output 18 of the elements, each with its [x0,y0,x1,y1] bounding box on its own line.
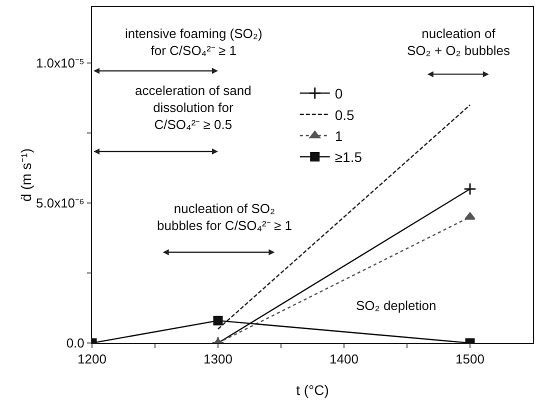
x-tick-label: 1400 [330,352,358,367]
annotation: intensive foaming (SO₂) for C/SO₄²⁻ ≥ 1 [125,26,262,58]
x-axis-title: t (°C) [296,382,329,398]
annotation: nucleation of SO₂ + O₂ bubbles [407,26,510,58]
x-tick-label: 1500 [456,352,484,367]
y-tick-label: 0.0 [66,336,84,351]
x-tick-label: 1200 [78,352,106,367]
y-tick-label: 1.0x10⁻⁵ [36,56,84,71]
legend-label: 0.5 [334,106,355,123]
annotation: SO₂ depletion [356,298,436,313]
x-tick-label: 1300 [204,352,232,367]
legend-label: 0 [334,86,343,102]
y-axis-title: ḋ (m s⁻¹) [18,148,34,202]
legend-label: 1 [334,128,343,144]
annotation: acceleration of sand dissolution for C/SO₄²⁻ ≥ 0.5 [135,83,252,132]
y-tick-label: 5.0x10⁻⁶ [36,196,84,211]
legend-label: ≥1.5 [334,149,362,166]
annotation: nucleation of SO₂ bubbles for C/SO₄²⁻ ≥ 1 [157,201,292,233]
